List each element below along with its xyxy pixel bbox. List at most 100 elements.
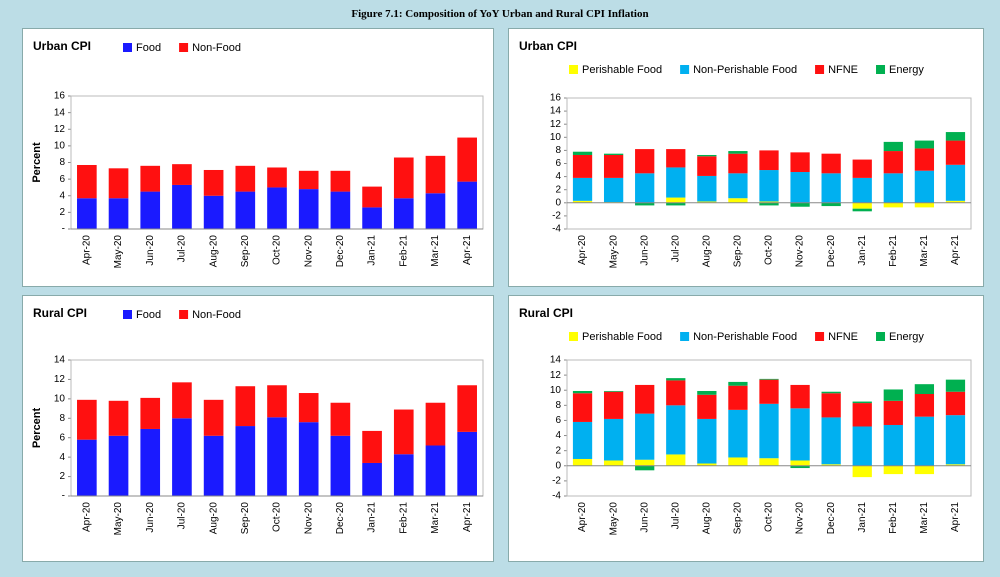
bar-segment: [203, 435, 224, 496]
bar-segment: [914, 148, 935, 171]
bar-segment: [108, 400, 129, 436]
bar-segment: [821, 393, 841, 418]
x-tick-label: Oct-20: [272, 235, 283, 265]
bar-segment: [883, 424, 903, 466]
bar-segment: [914, 465, 935, 475]
bar-segment: [393, 409, 414, 455]
bar-segment: [603, 418, 624, 461]
x-tick-label: Jun-20: [145, 502, 156, 533]
bar-segment: [635, 173, 655, 203]
x-tick-label: Jul-20: [670, 502, 681, 530]
bar-segment: [728, 381, 748, 386]
bar-segment: [821, 202, 841, 207]
x-tick-label: Nov-20: [303, 502, 314, 535]
legend-label: Non-Perishable Food: [693, 64, 797, 76]
legend-swatch: [815, 65, 825, 74]
bar-segment: [666, 380, 686, 406]
bar-segment: [945, 379, 966, 392]
bar-segment: [759, 378, 779, 380]
bar-segment: [267, 167, 287, 188]
bar-segment: [172, 418, 192, 496]
bar-segment: [883, 389, 903, 401]
bar-segment: [759, 379, 779, 404]
bar-segment: [457, 431, 477, 496]
bar-segment: [914, 416, 935, 466]
bar-segment: [697, 156, 717, 176]
bar-segment: [697, 154, 717, 157]
bar-segment: [945, 391, 966, 416]
legend-swatch: [569, 332, 578, 341]
x-tick-label: Feb-21: [888, 235, 899, 267]
legend-swatch: [123, 43, 132, 52]
legend-swatch: [680, 332, 690, 341]
x-tick-label: Sep-20: [733, 235, 744, 268]
bar-segment: [635, 149, 655, 174]
legend-swatch: [680, 65, 690, 74]
bar-segment: [603, 391, 624, 419]
y-tick-label: 12: [54, 124, 66, 135]
x-tick-label: Mar-21: [430, 235, 441, 267]
bar-segment: [330, 170, 351, 192]
bar-segment: [603, 177, 624, 203]
x-tick-label: May-20: [608, 502, 619, 536]
legend-swatch: [569, 65, 578, 74]
x-tick-label: Feb-21: [398, 235, 409, 267]
y-tick-label: 0: [555, 460, 561, 471]
y-tick-label: -2: [552, 476, 561, 487]
y-tick-label: 6: [59, 174, 65, 185]
x-tick-label: Jul-20: [670, 235, 681, 263]
bar-segment: [697, 175, 717, 202]
bar-segment: [108, 168, 129, 199]
bar-segment: [425, 155, 446, 194]
x-tick-label: Aug-20: [208, 235, 219, 268]
x-tick-label: Apr-20: [81, 502, 92, 532]
x-tick-label: Aug-20: [208, 502, 219, 535]
bar-segment: [572, 177, 593, 201]
chart-panel: Urban CPI Food Non-Food - 2 4 6 8 10 12 14 16 Percen…: [22, 28, 494, 287]
bar-segment: [945, 164, 966, 201]
bar-segment: [172, 382, 192, 419]
bar-segment: [635, 384, 655, 414]
x-tick-label: Sep-20: [240, 502, 251, 535]
bar-segment: [267, 385, 287, 418]
chart-title: Urban CPI: [519, 39, 577, 53]
legend-swatch: [123, 310, 132, 319]
bar-segment: [172, 184, 192, 229]
bar-segment: [572, 458, 593, 466]
x-tick-label: Apr-20: [577, 502, 588, 532]
legend-label: NFNE: [828, 64, 858, 76]
y-tick-label: 16: [550, 93, 562, 104]
x-tick-label: Jan-21: [857, 235, 868, 266]
bar-segment: [852, 202, 872, 209]
bar-segment: [572, 390, 593, 394]
bar-segment: [790, 152, 810, 173]
bar-segment: [945, 415, 966, 465]
legend-swatch: [179, 43, 189, 52]
x-tick-label: Mar-21: [919, 502, 930, 534]
legend-label: Perishable Food: [582, 331, 662, 343]
y-tick-label: 14: [550, 106, 562, 117]
x-tick-label: Nov-20: [303, 235, 314, 268]
chart-title: Rural CPI: [33, 306, 87, 320]
bar-segment: [298, 393, 319, 423]
bar-segment: [945, 132, 966, 141]
bar-segment: [140, 428, 161, 496]
y-axis-label: Percent: [31, 142, 43, 183]
bar-segment: [298, 422, 319, 496]
bar-segment: [203, 399, 224, 436]
y-tick-label: 10: [550, 132, 562, 143]
bar-segment: [728, 173, 748, 199]
x-tick-label: Apr-21: [950, 235, 961, 265]
bar-segment: [790, 460, 810, 466]
bar-segment: [790, 202, 810, 207]
bar-segment: [666, 149, 686, 168]
y-tick-label: 12: [550, 370, 562, 381]
bar-segment: [945, 200, 966, 203]
y-tick-label: 6: [59, 432, 65, 443]
bar-segment: [883, 141, 903, 152]
bar-segment: [603, 153, 624, 155]
x-tick-label: Jul-20: [177, 235, 188, 263]
x-tick-label: Nov-20: [795, 235, 806, 268]
x-tick-label: Jan-21: [367, 502, 378, 533]
bar-segment: [203, 169, 224, 196]
